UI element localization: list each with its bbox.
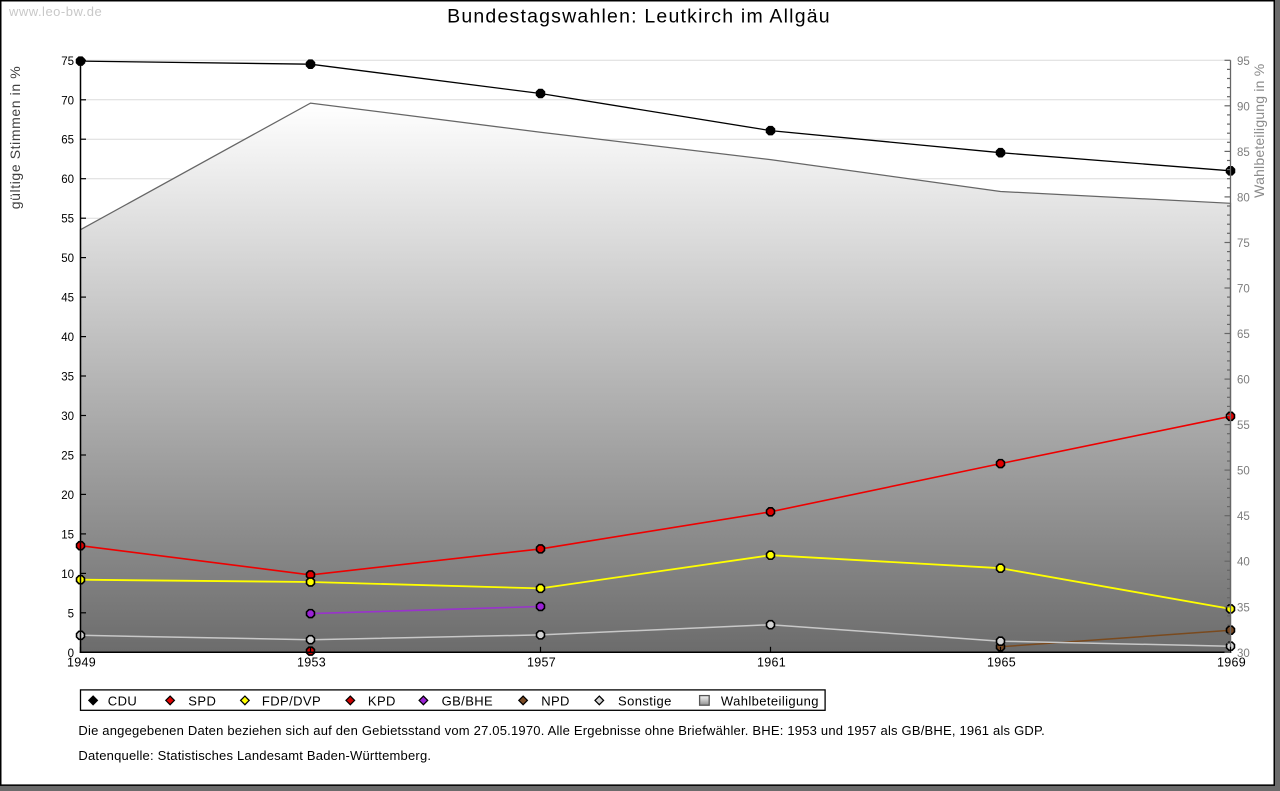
svg-text:CDU: CDU xyxy=(108,694,137,709)
svg-text:Bundestagswahlen: Leutkirch im: Bundestagswahlen: Leutkirch im Allgäu xyxy=(447,6,831,28)
svg-text:1957: 1957 xyxy=(527,656,556,670)
svg-text:70: 70 xyxy=(1237,284,1250,296)
svg-text:65: 65 xyxy=(61,135,74,147)
svg-text:Die angegebenen Daten beziehen: Die angegebenen Daten beziehen sich auf … xyxy=(78,723,1045,738)
svg-text:45: 45 xyxy=(1237,511,1250,523)
svg-text:15: 15 xyxy=(61,529,74,541)
svg-text:30: 30 xyxy=(1237,648,1250,660)
svg-text:70: 70 xyxy=(61,95,74,107)
svg-text:www.leo-bw.de: www.leo-bw.de xyxy=(8,4,102,19)
svg-text:1961: 1961 xyxy=(757,656,786,670)
svg-text:35: 35 xyxy=(1237,602,1250,614)
svg-text:40: 40 xyxy=(1237,557,1250,569)
svg-text:KPD: KPD xyxy=(368,694,396,709)
svg-text:55: 55 xyxy=(1237,420,1250,432)
svg-text:80: 80 xyxy=(1237,192,1250,204)
svg-text:Sonstige: Sonstige xyxy=(618,694,672,709)
svg-text:85: 85 xyxy=(1237,147,1250,159)
svg-text:1969: 1969 xyxy=(1217,656,1246,670)
svg-text:1949: 1949 xyxy=(67,656,96,670)
svg-text:65: 65 xyxy=(1237,329,1250,341)
svg-text:90: 90 xyxy=(1237,101,1250,113)
svg-text:35: 35 xyxy=(61,372,74,384)
svg-text:40: 40 xyxy=(61,332,74,344)
svg-text:1965: 1965 xyxy=(987,656,1016,670)
svg-text:45: 45 xyxy=(61,293,74,305)
svg-text:gültige Stimmen in %: gültige Stimmen in % xyxy=(7,66,23,210)
svg-text:95: 95 xyxy=(1237,56,1250,68)
svg-text:55: 55 xyxy=(61,214,74,226)
svg-text:5: 5 xyxy=(68,608,74,620)
svg-text:20: 20 xyxy=(61,490,74,502)
svg-text:50: 50 xyxy=(1237,466,1250,478)
svg-text:50: 50 xyxy=(61,253,74,265)
svg-text:Wahlbeteiligung: Wahlbeteiligung xyxy=(721,694,819,709)
svg-text:75: 75 xyxy=(61,56,74,68)
svg-text:0: 0 xyxy=(68,648,74,660)
svg-text:GB/BHE: GB/BHE xyxy=(442,694,494,709)
svg-text:NPD: NPD xyxy=(541,694,570,709)
svg-text:10: 10 xyxy=(61,569,74,581)
svg-text:Wahlbeteiligung in %: Wahlbeteiligung in % xyxy=(1251,64,1267,198)
svg-text:60: 60 xyxy=(1237,375,1250,387)
svg-text:30: 30 xyxy=(61,411,74,423)
svg-text:60: 60 xyxy=(61,174,74,186)
svg-text:SPD: SPD xyxy=(188,694,216,709)
svg-text:1953: 1953 xyxy=(297,656,326,670)
svg-text:25: 25 xyxy=(61,451,74,463)
svg-text:75: 75 xyxy=(1237,238,1250,250)
svg-text:Datenquelle: Statistisches Lan: Datenquelle: Statistisches Landesamt Bad… xyxy=(78,748,431,763)
svg-text:FDP/DVP: FDP/DVP xyxy=(262,694,321,709)
